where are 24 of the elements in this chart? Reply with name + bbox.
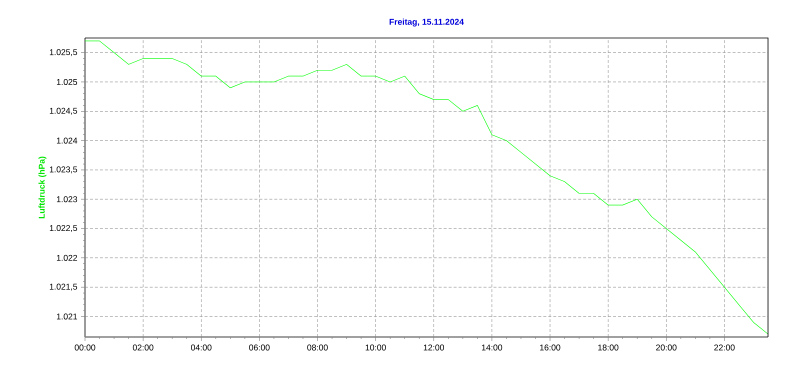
y-tick-label: 1.023 (56, 196, 78, 202)
y-tick-label: 1.024,5 (50, 108, 78, 115)
x-tick-label: 06:00 (249, 344, 270, 351)
y-tick-label: 1.023,5 (50, 166, 78, 174)
x-tick-label: 02:00 (132, 344, 154, 351)
x-tick-label: 14:00 (482, 344, 502, 351)
x-tick-label: 22:00 (714, 344, 735, 351)
y-tick-label: 1.022 (56, 254, 78, 261)
x-tick-label: 04:00 (190, 344, 212, 351)
x-tick-label: 20:00 (656, 344, 677, 351)
y-tick-label: 1.025 (56, 78, 78, 85)
x-tick-label: 00:00 (74, 344, 96, 351)
y-tick-label: 1.021 (56, 313, 78, 320)
y-tick-label: 1.022,5 (50, 225, 78, 232)
x-tick-label: 12:00 (424, 344, 444, 351)
x-tick-label: 10:00 (366, 344, 386, 351)
y-tick-label: 1.024 (56, 138, 78, 144)
y-axis-title: Luftdruck (hPa) (38, 156, 46, 218)
x-tick-label: 16:00 (540, 344, 560, 351)
y-tick-label: 1.025,5 (50, 49, 78, 56)
y-tick-label: 1.021,5 (50, 284, 78, 291)
x-tick-label: 08:00 (307, 344, 328, 351)
chart-title: Freitag, 15.11.2024 (390, 18, 464, 26)
x-tick-label: 18:00 (598, 344, 618, 351)
